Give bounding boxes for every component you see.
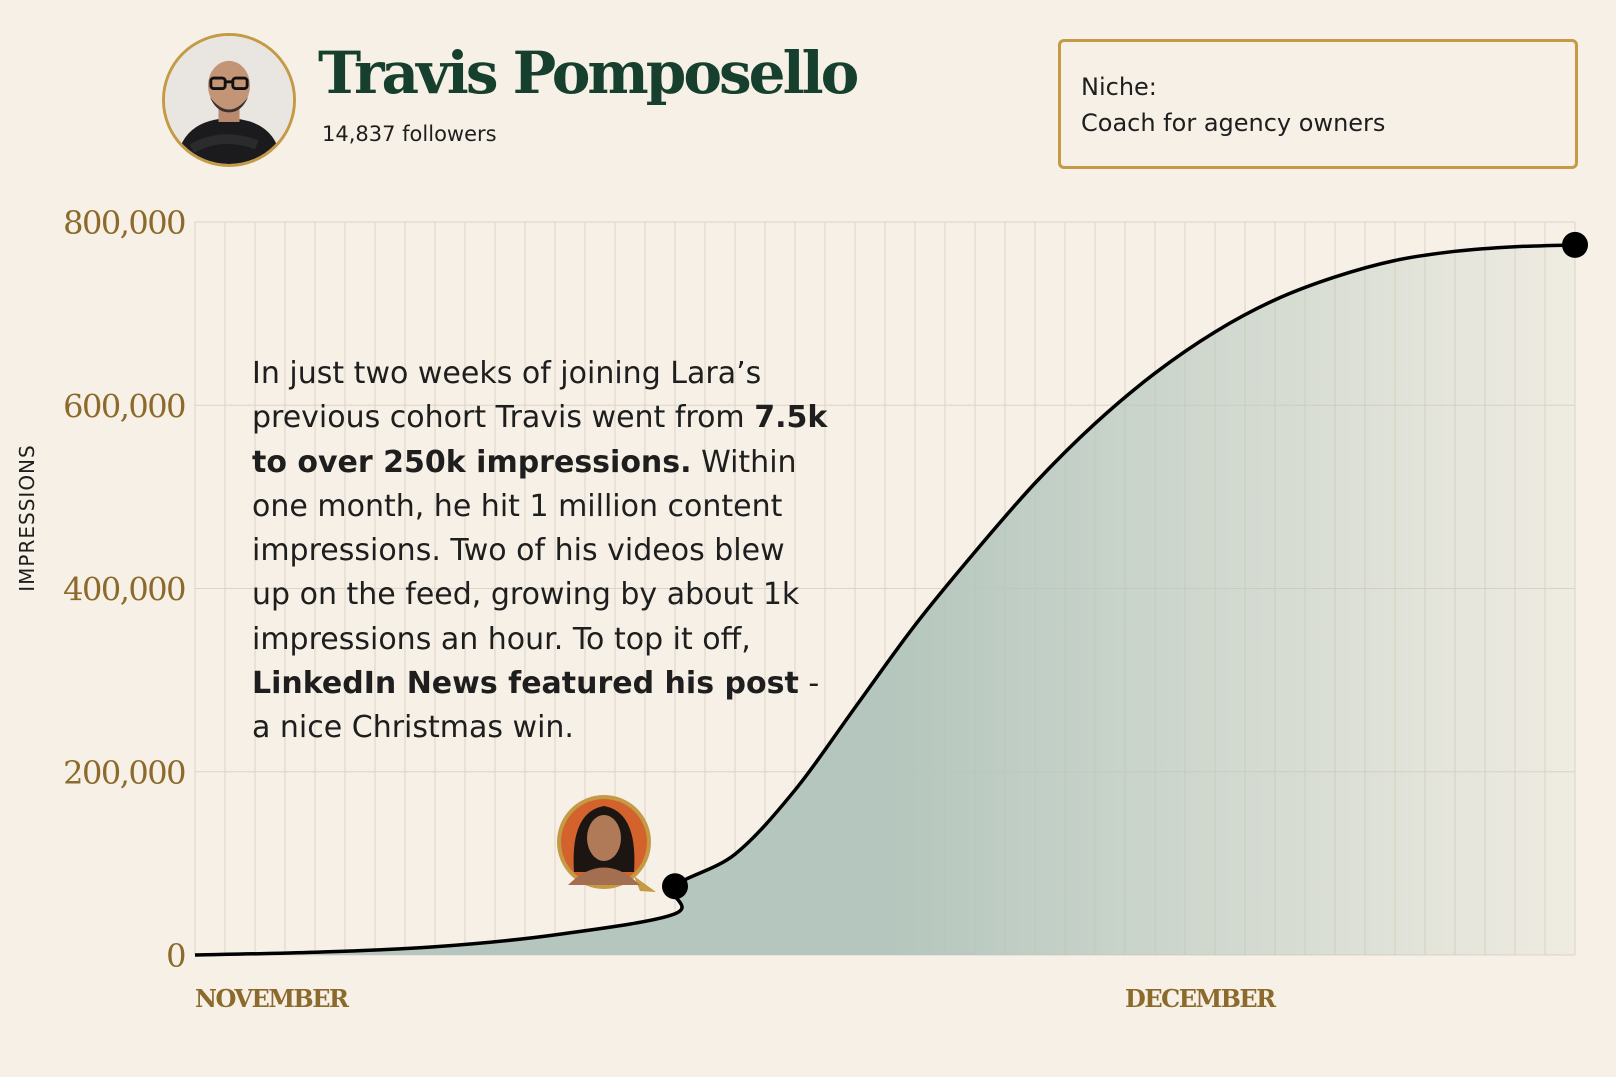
y-tick-label: 400,000 bbox=[63, 571, 185, 609]
profile-avatar bbox=[162, 33, 296, 167]
story-text-part: - a nice Christmas win. bbox=[252, 666, 820, 746]
niche-box: Niche: Coach for agency owners bbox=[1058, 39, 1578, 169]
story-text: In just two weeks of joining Lara’s prev… bbox=[252, 352, 832, 751]
story-highlight: LinkedIn News featured his post bbox=[252, 666, 799, 702]
data-point-marker bbox=[1562, 231, 1588, 258]
data-point-marker bbox=[662, 873, 688, 900]
coach-avatar bbox=[557, 795, 656, 892]
story-text-part: Within one month, he hit 1 million conte… bbox=[252, 444, 800, 657]
y-tick-label: 0 bbox=[166, 937, 185, 975]
follower-count: 14,837 followers bbox=[322, 122, 497, 146]
profile-name: Travis Pomposello bbox=[318, 39, 859, 107]
story-text-part: In just two weeks of joining Lara’s prev… bbox=[252, 356, 762, 436]
chart-markers bbox=[662, 231, 1588, 900]
chart-axes: 0 200,000 400,000 600,000 800,000 NOVEMBER DEC… bbox=[63, 204, 1278, 1013]
x-tick-label: NOVEMBER bbox=[195, 984, 350, 1013]
story-highlight: 7.5k to over 250k impressions. bbox=[252, 400, 828, 480]
x-tick-label: DECEMBER bbox=[1125, 984, 1277, 1013]
y-tick-label: 800,000 bbox=[63, 204, 185, 242]
y-axis-title: IMPRESSIONS bbox=[15, 444, 39, 592]
profile-photo bbox=[165, 36, 293, 164]
impressions-line bbox=[194, 243, 1576, 957]
y-tick-label: 200,000 bbox=[63, 754, 185, 792]
niche-label: Niche: bbox=[1081, 73, 1157, 101]
y-tick-label: 600,000 bbox=[63, 387, 185, 425]
chart-area-group bbox=[194, 243, 1576, 957]
impressions-area bbox=[195, 244, 1575, 955]
niche-value: Coach for agency owners bbox=[1081, 109, 1386, 137]
